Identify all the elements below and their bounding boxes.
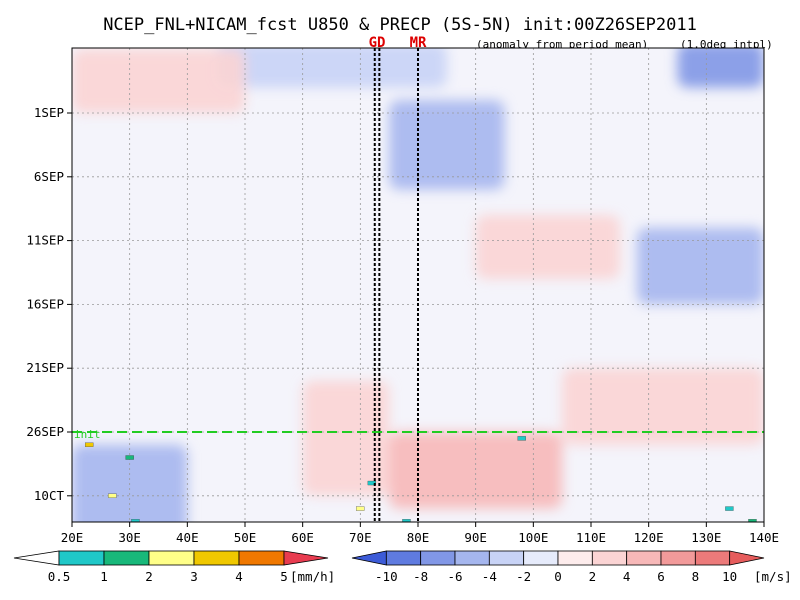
u850-tick-label: -10 (375, 569, 398, 584)
precip-marks (85, 436, 757, 549)
x-axis: 20E 30E 40E 50E 60E 70E 80E 90E 100E 110E 120E 130E… (61, 522, 779, 545)
marker-label-mr: MR (410, 35, 427, 51)
precip-bin (13, 550, 60, 566)
precip-cell (356, 506, 365, 511)
u850-bin (591, 550, 628, 566)
anomaly-region (72, 49, 245, 113)
u850-tick-label: 2 (589, 569, 597, 584)
anomaly-region (562, 368, 764, 445)
precip-cell (748, 519, 757, 522)
u850-bin (420, 550, 456, 566)
u850-tick-label: 10 (722, 569, 737, 584)
precip-cell (402, 519, 411, 522)
x-tick-label: 50E (234, 530, 257, 545)
u850-colorbar: -10 -8 -6 -4 -2 0 2 4 6 8 10 [m/s] (351, 550, 792, 584)
u850-bin (557, 550, 593, 566)
grid-lines (72, 48, 764, 522)
u850-bin (660, 550, 696, 566)
y-tick-label: 10CT (34, 488, 65, 503)
precip-cell (367, 480, 377, 486)
u850-bin (694, 550, 731, 566)
u850-tick-label: 6 (657, 569, 665, 584)
anomaly-region (302, 380, 390, 496)
x-tick-label: 60E (291, 530, 314, 545)
y-tick-label: 21SEP (26, 360, 64, 375)
precip-tick-label: 1 (100, 569, 108, 584)
precip-bin (58, 550, 105, 566)
precip-bin (148, 550, 195, 566)
y-tick-label: 1SEP (34, 105, 64, 120)
marker-label-gd: GD (369, 35, 386, 51)
u850-tick-label: 0 (554, 569, 562, 584)
precip-bin (193, 550, 240, 566)
marker-lines (373, 48, 419, 522)
x-tick-label: 110E (576, 530, 606, 545)
precip-tick-label: 5 (280, 569, 288, 584)
x-tick-label: 130E (691, 530, 721, 545)
anomaly-region (389, 432, 563, 509)
precip-unit: [mm/h] (290, 569, 335, 584)
u850-bin (385, 550, 422, 566)
u850-bin (626, 550, 662, 566)
y-tick-label: 16SEP (26, 296, 64, 311)
x-tick-label: 30E (118, 530, 141, 545)
top-markers: GD MR (369, 35, 427, 51)
anomaly-region (389, 100, 505, 190)
y-tick-label: 6SEP (34, 169, 64, 184)
x-tick-label: 40E (176, 530, 199, 545)
u850-tick-label: 8 (692, 569, 700, 584)
precip-tick-label: 0.5 (48, 569, 71, 584)
precip-tick-label: 4 (235, 569, 243, 584)
precip-cell (517, 436, 526, 441)
precip-tick-label: 2 (145, 569, 153, 584)
x-tick-label: 80E (407, 530, 430, 545)
u850-unit: [m/s] (754, 569, 792, 584)
anomaly-region (475, 215, 620, 279)
u850-tick-label: -4 (482, 569, 497, 584)
y-tick-label: 11SEP (26, 233, 64, 248)
y-axis: 1SEP 6SEP 11SEP 16SEP 21SEP 26SEP 10CT (26, 105, 72, 503)
precip-cell (397, 545, 405, 549)
precip-cell (131, 519, 140, 522)
u850-bin (488, 550, 525, 566)
precip-colorbar: 0.5 1 2 3 4 5 [mm/h] (13, 550, 335, 584)
precip-cell (125, 455, 134, 460)
y-tick-label: 26SEP (26, 424, 64, 439)
u850-tick-label: 4 (623, 569, 631, 584)
precip-cell (85, 442, 94, 447)
u850-tick-label: -2 (516, 569, 531, 584)
u850-bin (729, 550, 765, 566)
precip-tick-label: 3 (190, 569, 198, 584)
precip-bin (103, 550, 150, 566)
anomaly-region (677, 48, 764, 88)
u850-tick-label: -8 (413, 569, 428, 584)
precip-cell (725, 506, 734, 511)
u850-bin (351, 550, 387, 566)
precip-bin (238, 550, 285, 566)
precip-cell (91, 532, 99, 536)
x-tick-label: 90E (464, 530, 487, 545)
x-tick-label: 70E (349, 530, 372, 545)
precip-bin (283, 550, 329, 566)
u850-bin (523, 550, 559, 566)
u850-tick-label: -6 (447, 569, 462, 584)
x-tick-label: 140E (749, 530, 779, 545)
chart-title: NCEP_FNL+NICAM_fcst U850 & PRECP (5S-5N)… (103, 15, 697, 35)
init-tag: init (74, 428, 101, 441)
anomaly-region (216, 48, 447, 88)
x-tick-label: 20E (61, 530, 84, 545)
x-tick-label: 100E (518, 530, 548, 545)
precip-cell (108, 493, 117, 498)
anomaly-region (637, 227, 764, 305)
init-line: init (72, 428, 764, 441)
u850-bin (454, 550, 490, 566)
u850-anomaly-field (72, 48, 764, 522)
x-tick-label: 120E (634, 530, 664, 545)
